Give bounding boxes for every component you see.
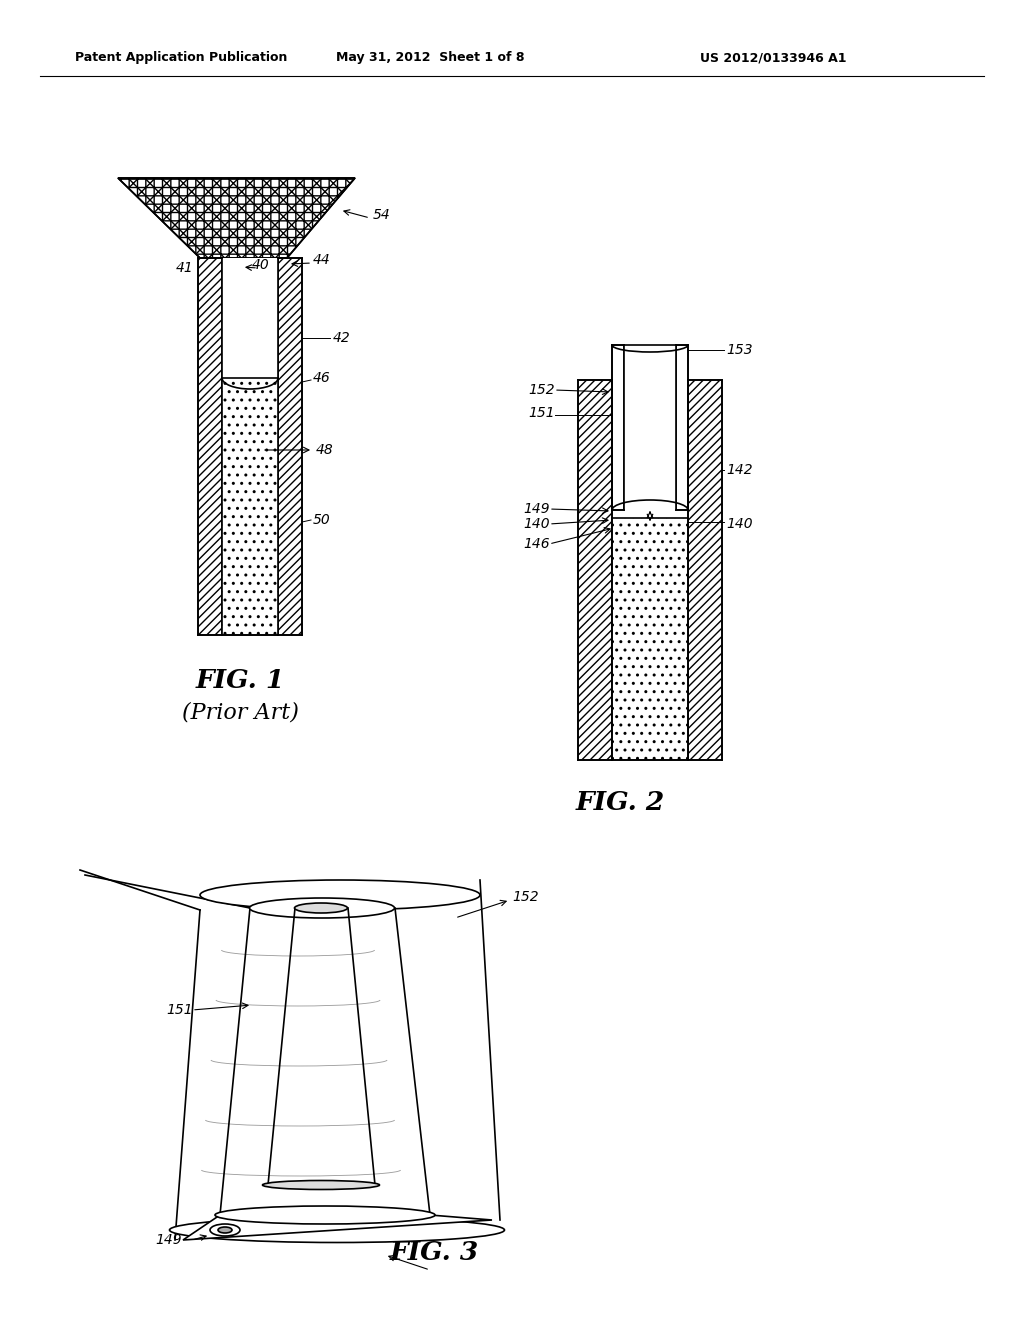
- Bar: [578, 380, 612, 760]
- Text: 40: 40: [252, 257, 269, 272]
- Bar: [612, 517, 688, 760]
- Text: 46: 46: [313, 371, 331, 385]
- Text: FIG. 1: FIG. 1: [196, 668, 285, 693]
- Text: 151: 151: [528, 407, 555, 420]
- Polygon shape: [118, 178, 355, 257]
- Text: 146: 146: [523, 537, 550, 550]
- Bar: [278, 257, 302, 635]
- Ellipse shape: [200, 880, 480, 909]
- Bar: [676, 345, 688, 510]
- Polygon shape: [183, 1214, 492, 1239]
- Ellipse shape: [262, 1180, 380, 1189]
- Bar: [688, 380, 722, 760]
- Ellipse shape: [295, 903, 347, 913]
- Text: 152: 152: [528, 383, 555, 397]
- Ellipse shape: [215, 1206, 435, 1224]
- Text: 50: 50: [313, 513, 331, 527]
- Ellipse shape: [210, 1224, 240, 1236]
- Text: FIG. 3: FIG. 3: [390, 1239, 479, 1265]
- Ellipse shape: [170, 1217, 505, 1242]
- Text: 41: 41: [175, 261, 193, 275]
- Text: 149: 149: [155, 1233, 181, 1247]
- Bar: [612, 345, 624, 510]
- Text: 153: 153: [726, 343, 753, 356]
- Ellipse shape: [250, 898, 394, 917]
- Ellipse shape: [218, 1228, 232, 1233]
- Text: 151: 151: [166, 1003, 193, 1016]
- Text: US 2012/0133946 A1: US 2012/0133946 A1: [700, 51, 847, 65]
- Bar: [222, 257, 278, 378]
- Bar: [222, 378, 278, 635]
- Text: 149: 149: [523, 502, 550, 516]
- Text: 140: 140: [523, 517, 550, 531]
- Text: May 31, 2012  Sheet 1 of 8: May 31, 2012 Sheet 1 of 8: [336, 51, 524, 65]
- Text: FIG. 2: FIG. 2: [575, 789, 665, 814]
- Text: 152: 152: [512, 890, 539, 904]
- Text: 44: 44: [313, 253, 331, 267]
- Bar: [624, 345, 676, 510]
- Text: 42: 42: [333, 331, 351, 345]
- Bar: [198, 257, 222, 635]
- Text: 140: 140: [726, 517, 753, 531]
- Text: Patent Application Publication: Patent Application Publication: [75, 51, 288, 65]
- Text: 48: 48: [316, 444, 334, 457]
- Text: 54: 54: [373, 209, 391, 222]
- Text: 142: 142: [726, 463, 753, 477]
- Text: (Prior Art): (Prior Art): [181, 702, 298, 723]
